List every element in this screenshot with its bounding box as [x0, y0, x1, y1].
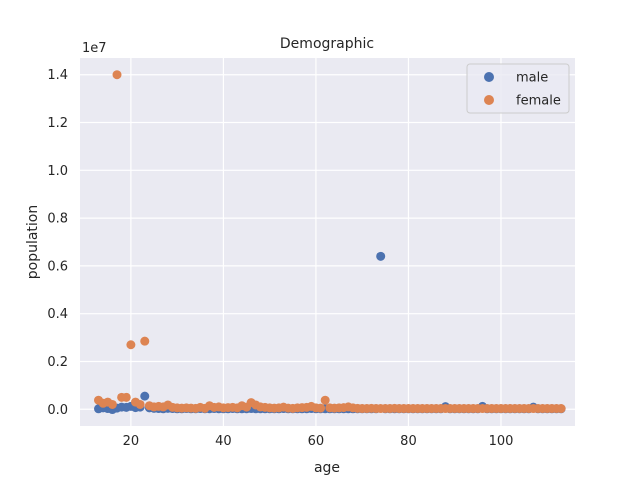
data-point-female: [135, 399, 145, 409]
x-axis-label: age: [314, 460, 340, 476]
y-axis-offset-label: 1e7: [82, 41, 107, 56]
data-point-female: [140, 336, 150, 346]
y-tick-labels: 0.0 0.2 0.4 0.6 0.8 1.0 1.2 1.4: [47, 68, 68, 418]
plot-area: [80, 58, 575, 426]
data-point-male: [376, 251, 386, 261]
x-tick-labels: 20 40 60 80 100: [123, 434, 514, 449]
data-point-female: [316, 403, 326, 413]
data-point-female: [107, 399, 117, 409]
data-points: [94, 70, 566, 415]
x-tick-label: 40: [215, 434, 232, 449]
data-point-female: [112, 70, 122, 80]
y-tick-label: 0.0: [47, 403, 68, 418]
data-point-female: [121, 392, 131, 402]
legend-label-female: female: [516, 94, 561, 109]
legend: male female: [466, 63, 570, 114]
x-tick-label: 60: [308, 434, 325, 449]
data-point-male: [140, 391, 150, 401]
x-tick-label: 100: [489, 434, 514, 449]
legend-label-male: male: [516, 71, 548, 86]
y-tick-label: 0.2: [47, 355, 68, 370]
legend-marker-male: [484, 72, 494, 82]
y-tick-label: 0.8: [47, 212, 68, 227]
data-point-female: [320, 395, 330, 405]
y-tick-label: 0.6: [47, 259, 68, 274]
data-point-female: [556, 404, 566, 414]
y-tick-label: 1.0: [47, 164, 68, 179]
x-tick-label: 20: [123, 434, 140, 449]
y-tick-label: 1.4: [47, 68, 68, 83]
x-tick-label: 80: [400, 434, 417, 449]
chart-title: Demographic: [280, 36, 374, 52]
data-point-female: [126, 340, 136, 350]
y-axis-label: population: [25, 205, 41, 280]
legend-marker-female: [484, 95, 494, 105]
y-tick-label: 1.2: [47, 116, 68, 131]
grid-lines: [80, 58, 575, 426]
y-tick-label: 0.4: [47, 307, 68, 322]
